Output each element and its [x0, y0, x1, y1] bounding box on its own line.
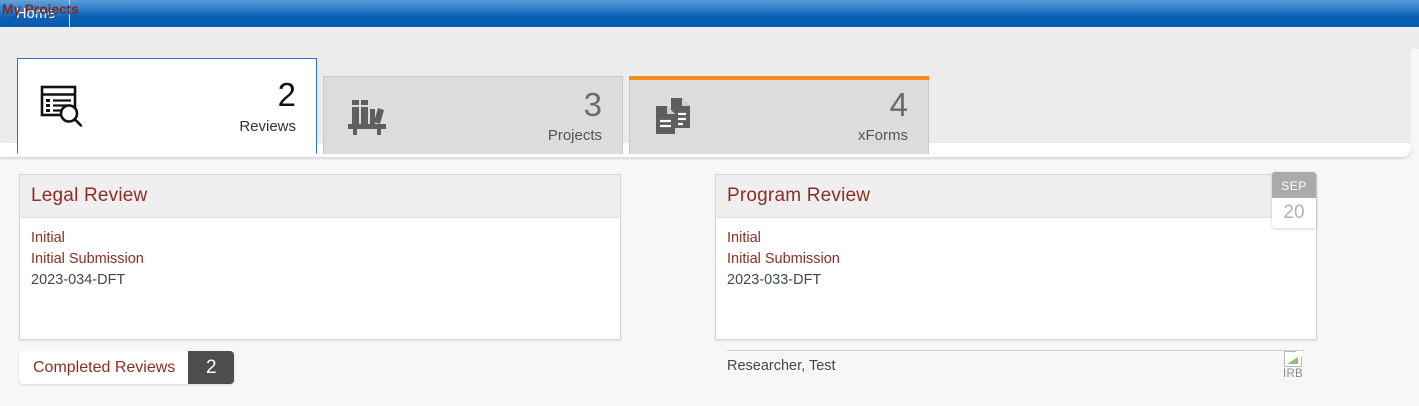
review-card-legal-identifier: 2023-034-DFT: [31, 272, 126, 288]
review-card-legal-body: Initial Initial Submission 2023-034-DFT: [20, 218, 620, 382]
tab-projects-meta: 3 Projects: [398, 85, 604, 145]
review-card-program-type[interactable]: Initial: [727, 230, 761, 246]
tab-projects[interactable]: 3 Projects: [323, 76, 623, 154]
page-title: My Projects: [2, 2, 79, 17]
review-card-program[interactable]: Sep 20 Program Review Initial Initial Su…: [715, 172, 1317, 380]
due-date-day: 20: [1272, 198, 1316, 228]
review-card-program-submission[interactable]: Initial Submission: [727, 251, 840, 267]
bookshelf-icon: [340, 92, 398, 140]
review-card-program-identifier: 2023-033-DFT: [727, 272, 822, 288]
documents-icon: [646, 92, 704, 140]
tab-xforms[interactable]: 4 xForms: [629, 76, 929, 154]
tab-reviews-label: Reviews: [239, 117, 296, 135]
due-date-month: Sep: [1272, 172, 1316, 198]
review-card-legal-submission[interactable]: Initial Submission: [31, 251, 144, 267]
tab-xforms-label: xForms: [858, 127, 908, 145]
tab-projects-count: 3: [583, 85, 602, 123]
irb-broken-image-icon: IRB: [1276, 351, 1310, 380]
nav-item-home[interactable]: Home: [0, 0, 71, 27]
broken-image-glyph: [1284, 351, 1302, 367]
due-date-badge: Sep 20: [1272, 172, 1316, 228]
review-card-legal[interactable]: Legal Review Initial Initial Submission …: [19, 174, 621, 340]
review-card-program-footer: Researcher, Test: [727, 350, 1304, 374]
tab-reviews-meta: 2 Reviews: [92, 78, 298, 134]
tab-xforms-count: 4: [889, 85, 908, 123]
tab-xforms-meta: 4 xForms: [704, 85, 910, 145]
summary-tab-strip: 2 Reviews: [17, 58, 935, 154]
document-search-icon: [34, 82, 92, 130]
review-card-program-title: Program Review: [727, 185, 871, 206]
review-card-legal-header: Legal Review: [20, 175, 620, 218]
review-card-legal-title: Legal Review: [31, 185, 148, 206]
top-navigation-bar: Home: [0, 0, 1419, 27]
review-card-program-body: Initial Initial Submission 2023-033-DFT …: [716, 218, 1316, 382]
review-card-program-header: Program Review: [716, 175, 1316, 218]
tab-projects-label: Projects: [547, 127, 602, 145]
irb-image-alt-text: IRB: [1282, 368, 1304, 380]
review-card-legal-type[interactable]: Initial: [31, 230, 65, 246]
completed-reviews-button[interactable]: Completed Reviews 2: [19, 351, 235, 384]
page-title-band: [0, 27, 1419, 49]
tab-reviews[interactable]: 2 Reviews: [17, 58, 317, 154]
completed-reviews-label: Completed Reviews: [33, 358, 176, 376]
completed-reviews-count-badge: 2: [188, 351, 235, 384]
nav-item-home-label: Home: [16, 5, 56, 22]
review-card-program-researcher: Researcher, Test: [727, 358, 836, 374]
tab-reviews-count: 2: [277, 76, 296, 114]
